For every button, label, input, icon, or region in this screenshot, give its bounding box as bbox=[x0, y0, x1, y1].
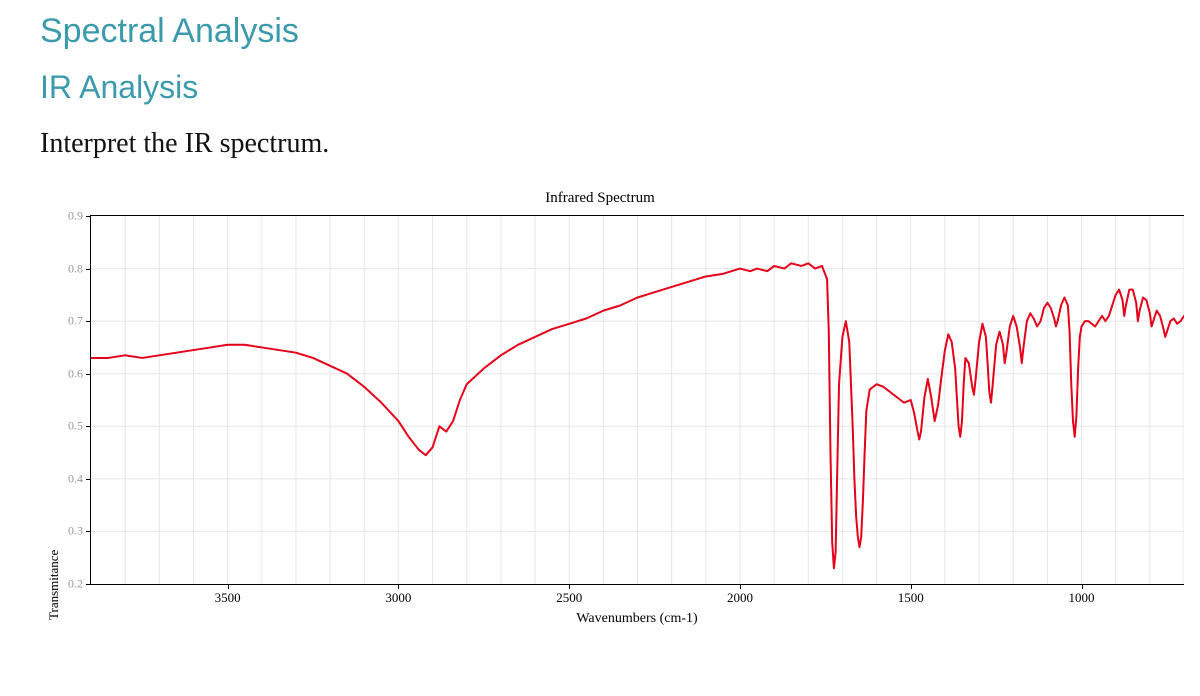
y-tick-label: 0.3 bbox=[53, 524, 83, 539]
y-tick-label: 0.4 bbox=[53, 471, 83, 486]
page-title-spectral: Spectral Analysis bbox=[40, 12, 1200, 51]
section-title-ir: IR Analysis bbox=[40, 69, 1200, 106]
y-tick-label: 0.7 bbox=[53, 314, 83, 329]
prompt-text: Interpret the IR spectrum. bbox=[40, 128, 1200, 160]
y-tick-label: 0.2 bbox=[53, 577, 83, 592]
x-tick-label: 3500 bbox=[215, 590, 241, 606]
x-axis-label: Wavenumbers (cm-1) bbox=[90, 611, 1184, 627]
y-tick-label: 0.8 bbox=[53, 261, 83, 276]
x-tick-label: 1000 bbox=[1069, 590, 1095, 606]
y-tick-label: 0.5 bbox=[53, 419, 83, 434]
ir-spectrum-chart: Infrared Spectrum Transmitance 0.20.30.4… bbox=[0, 190, 1200, 627]
y-tick-label: 0.9 bbox=[53, 209, 83, 224]
chart-title: Infrared Spectrum bbox=[0, 190, 1200, 207]
x-tick-label: 3000 bbox=[385, 590, 411, 606]
x-tick-label: 2500 bbox=[556, 590, 582, 606]
plot-area: 0.20.30.40.50.60.70.80.93500300025002000… bbox=[90, 215, 1184, 585]
x-tick-label: 1500 bbox=[898, 590, 924, 606]
spectrum-trace bbox=[91, 263, 1184, 568]
y-tick-label: 0.6 bbox=[53, 366, 83, 381]
x-tick-label: 2000 bbox=[727, 590, 753, 606]
